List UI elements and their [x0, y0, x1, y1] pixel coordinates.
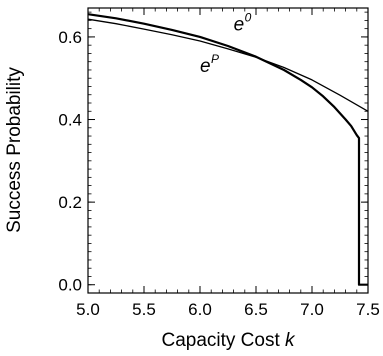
- x-axis-label: Capacity Cost k: [161, 330, 296, 351]
- series-labels: e 0e P: [200, 11, 252, 77]
- x-tick-label: 6.0: [188, 300, 212, 319]
- y-tick-label: 0.6: [58, 28, 82, 47]
- series-line-e0: [87, 13, 368, 286]
- series-line-eP: [87, 18, 369, 112]
- y-tick-label: 0.4: [58, 111, 82, 130]
- x-tick-label: 7.0: [300, 300, 324, 319]
- series-label-sup: P: [211, 52, 219, 66]
- y-tick-label: 0.2: [58, 193, 82, 212]
- plot-frame: [87, 7, 369, 294]
- y-axis-label: Success Probability: [4, 67, 25, 233]
- series-label-eP: e: [200, 56, 211, 77]
- x-tick-label: 7.5: [356, 300, 380, 319]
- x-tick-label: 5.5: [132, 300, 156, 319]
- plot-area: [87, 7, 369, 294]
- series-label-sup: 0: [245, 11, 252, 25]
- x-tick-label: 6.5: [244, 300, 268, 319]
- tick-layer: 5.0 5.5 6.0 6.5 7.0 7.5 0.0 0.2 0.4 0.6: [58, 8, 380, 319]
- series-layer: [87, 13, 369, 286]
- series-label-e0: e: [234, 15, 245, 36]
- x-tick-label: 5.0: [76, 300, 100, 319]
- y-tick-label: 0.0: [58, 276, 82, 295]
